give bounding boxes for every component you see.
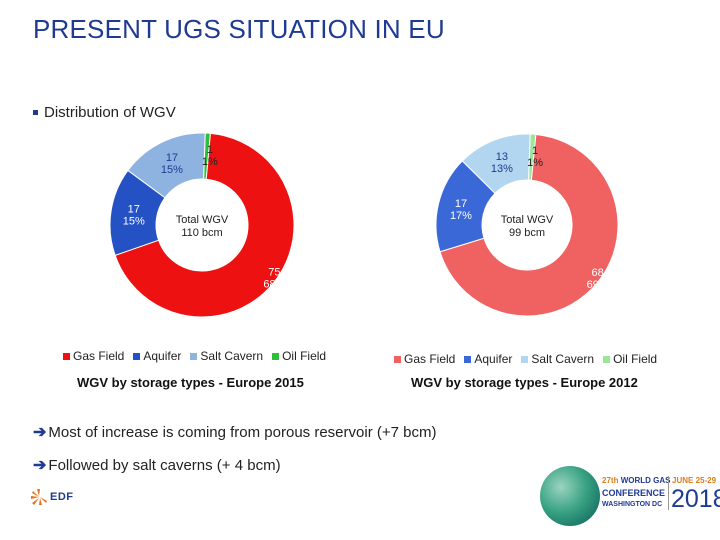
note-text: Followed by salt caverns (+ 4 bcm): [48, 456, 281, 474]
conf-line-1: 27th WORLD GAS: [602, 476, 671, 485]
donut-slice-gas-field-2015: [114, 132, 295, 318]
legend-item-oil-field: Oil Field: [603, 352, 657, 366]
slice-percent-label: 68%: [263, 278, 285, 290]
chart-caption-2012: WGV by storage types - Europe 2012: [411, 375, 638, 390]
legend-label: Salt Cavern: [531, 352, 595, 366]
legend-2015: Gas Field Aquifer Salt Cavern Oil Field: [63, 349, 326, 363]
edf-logo: EDF: [30, 488, 74, 506]
donut-slice-salt-cavern-2015: [127, 132, 206, 199]
arrow-right-icon: ➔: [33, 457, 47, 474]
legend-item-gas-field: Gas Field: [63, 349, 124, 363]
slice-value-label: 17: [455, 198, 467, 210]
conf-dates: JUNE 25-29: [672, 476, 717, 485]
legend-label: Aquifer: [474, 352, 513, 366]
arrow-right-icon: ➔: [33, 424, 47, 441]
note-porous-reservoir: ➔ Most of increase is coming from porous…: [33, 422, 436, 442]
slice-percent-label: 15%: [161, 164, 183, 176]
slice-percent-label: 1%: [527, 157, 543, 169]
legend-item-salt-cavern: Salt Cavern: [190, 349, 263, 363]
center-label-title: Total WGV: [501, 214, 554, 226]
page-title: PRESENT UGS SITUATION IN EU: [33, 14, 445, 44]
legend-label: Gas Field: [73, 349, 125, 363]
slice-percent-label: 1%: [202, 156, 218, 168]
legend-swatch: [133, 352, 141, 360]
slice-value-label: 17: [128, 204, 140, 216]
legend-2012: Gas Field Aquifer Salt Cavern Oil Field: [394, 352, 657, 366]
donut-slice-salt-cavern-2012: [461, 133, 531, 195]
slice-percent-label: 15%: [123, 216, 145, 228]
legend-swatch: [63, 352, 70, 360]
legend-swatch: [272, 352, 280, 360]
conf-year: 2018: [671, 485, 720, 513]
conf-line-3: WASHINGTON DC: [602, 501, 663, 508]
legend-swatch: [603, 355, 611, 363]
legend-label: Oil Field: [613, 352, 658, 366]
bullet-text: Distribution of WGV: [44, 104, 176, 121]
slice-value-label: 75: [268, 266, 280, 278]
bullet-square-icon: [33, 110, 38, 115]
donut-slice-gas-field-2012: [439, 133, 619, 317]
legend-swatch: [190, 352, 198, 360]
slice-percent-label: 17%: [450, 210, 472, 222]
edf-wordmark: EDF: [50, 491, 74, 503]
conf-divider: [668, 476, 669, 510]
note-salt-caverns: ➔ Followed by salt caverns (+ 4 bcm): [33, 455, 281, 475]
legend-swatch: [521, 355, 529, 363]
legend-label: Salt Cavern: [200, 349, 264, 363]
chart-caption-2015: WGV by storage types - Europe 2015: [77, 375, 304, 390]
legend-item-gas-field: Gas Field: [394, 352, 455, 366]
slice-value-label: 1: [207, 144, 213, 156]
legend-item-salt-cavern: Salt Cavern: [521, 352, 594, 366]
edf-burst-icon: [31, 489, 47, 505]
legend-swatch: [464, 355, 472, 363]
conf-line-2: CONFERENCE: [602, 488, 666, 498]
center-label-title: Total WGV: [176, 214, 229, 226]
slice-percent-label: 13%: [491, 163, 513, 175]
legend-item-oil-field: Oil Field: [272, 349, 326, 363]
center-label-value: 99 bcm: [509, 227, 545, 239]
slice-value-label: 13: [496, 151, 508, 163]
legend-label: Gas Field: [404, 352, 456, 366]
wgc-2018-logo: 27th WORLD GAS CONFERENCE WASHINGTON DC …: [540, 466, 720, 532]
globe-icon: [540, 466, 600, 526]
slice-percent-label: 69%: [587, 279, 609, 291]
slice-value-label: 68: [592, 267, 604, 279]
legend-item-aquifer: Aquifer: [133, 349, 181, 363]
slice-value-label: 17: [166, 152, 178, 164]
legend-swatch: [394, 355, 401, 363]
legend-item-aquifer: Aquifer: [464, 352, 512, 366]
center-label-value: 110 bcm: [181, 227, 222, 239]
legend-label: Aquifer: [143, 349, 182, 363]
slice-value-label: 1: [532, 145, 538, 157]
bullet-distribution: Distribution of WGV: [33, 104, 176, 121]
legend-label: Oil Field: [282, 349, 327, 363]
note-text: Most of increase is coming from porous r…: [48, 423, 437, 441]
